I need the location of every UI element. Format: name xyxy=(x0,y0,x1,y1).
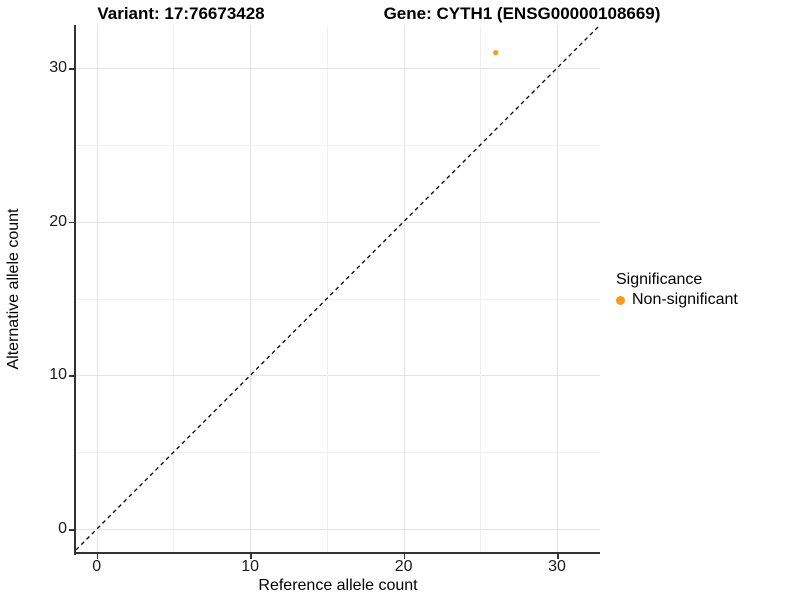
gridline-minor-y-25 xyxy=(76,144,600,146)
y-axis-line xyxy=(74,25,76,555)
variant-title: Variant: 17:76673428 xyxy=(97,4,265,23)
data-point-0 xyxy=(493,50,499,56)
x-tick-label-0: 0 xyxy=(92,558,102,575)
y-tick-mark-20 xyxy=(69,221,74,224)
gridline-minor-x-15 xyxy=(326,25,328,553)
x-tick-mark-30 xyxy=(557,554,559,559)
y-tick-label-20: 20 xyxy=(49,212,67,230)
x-tick-mark-10 xyxy=(250,554,252,559)
x-tick-mark-20 xyxy=(403,554,406,559)
y-tick-mark-30 xyxy=(69,68,74,70)
gene-title: Gene: CYTH1 (ENSG00000108669) xyxy=(383,4,661,23)
gridline-major-y-10 xyxy=(76,375,600,377)
x-tick-label-20: 20 xyxy=(394,558,413,575)
gridline-minor-x-5 xyxy=(173,25,175,553)
y-tick-label-0: 0 xyxy=(58,520,67,538)
y-tick-mark-10 xyxy=(69,375,74,377)
gridline-minor-y-15 xyxy=(76,298,600,300)
y-tick-mark-0 xyxy=(69,529,74,531)
gridline-major-x-30 xyxy=(557,25,559,553)
legend-title: Significance xyxy=(616,271,703,288)
legend-item-0: Non-significant xyxy=(616,291,738,309)
x-axis-line xyxy=(74,552,600,554)
legend-item-label: Non-significant xyxy=(632,291,738,308)
gridline-minor-x-25 xyxy=(480,25,482,553)
y-tick-label-30: 30 xyxy=(49,59,67,77)
identity-reference-line xyxy=(75,24,601,551)
gridline-major-x-0 xyxy=(96,25,98,553)
y-axis-title: Alternative allele count xyxy=(5,208,22,370)
gridline-major-x-20 xyxy=(403,25,405,553)
gridline-major-y-30 xyxy=(76,68,600,70)
y-tick-label-10: 10 xyxy=(49,366,67,384)
x-tick-mark-0 xyxy=(96,554,99,559)
gridline-major-y-0 xyxy=(76,529,600,531)
legend: Significance Non-significant xyxy=(616,271,738,309)
gridline-major-x-10 xyxy=(250,25,252,553)
x-axis-title: Reference allele count xyxy=(258,577,418,594)
x-tick-label-10: 10 xyxy=(241,558,260,575)
x-tick-label-30: 30 xyxy=(548,558,566,575)
legend-dot-icon xyxy=(616,295,625,305)
gridline-major-y-20 xyxy=(76,221,600,223)
legend-items: Non-significant xyxy=(616,291,738,309)
gridline-minor-y-5 xyxy=(76,452,600,454)
